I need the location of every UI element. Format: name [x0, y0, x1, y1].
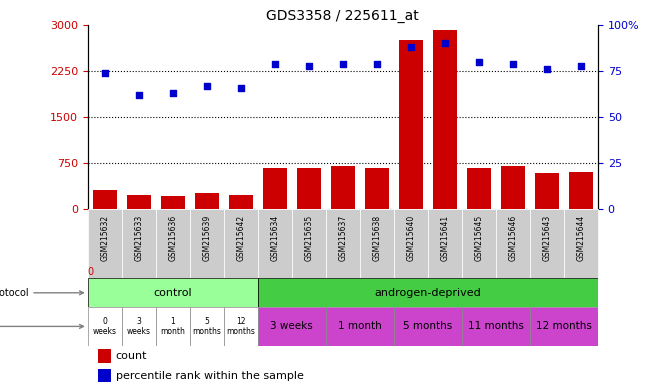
Point — [99, 70, 110, 76]
Bar — [462, 307, 530, 346]
Text: GSM215644: GSM215644 — [577, 215, 586, 261]
Bar — [399, 40, 422, 209]
Point — [541, 66, 552, 72]
Bar — [331, 166, 355, 209]
Text: growth protocol: growth protocol — [0, 288, 83, 298]
Text: 3
weeks: 3 weeks — [127, 317, 151, 336]
Point — [235, 84, 246, 91]
Bar — [122, 307, 156, 346]
Text: GSM215643: GSM215643 — [543, 215, 551, 261]
Point — [304, 63, 314, 69]
Bar — [394, 307, 462, 346]
Bar — [258, 307, 326, 346]
Text: count: count — [116, 351, 148, 361]
Bar — [224, 307, 258, 346]
Bar — [462, 209, 496, 278]
Text: 1
month: 1 month — [161, 317, 185, 336]
Bar — [98, 369, 110, 382]
Text: GSM215646: GSM215646 — [508, 215, 517, 261]
Bar — [156, 307, 190, 346]
Bar — [433, 30, 457, 209]
Bar — [93, 190, 116, 209]
Text: control: control — [153, 288, 192, 298]
Text: percentile rank within the sample: percentile rank within the sample — [116, 371, 304, 381]
Text: GSM215645: GSM215645 — [474, 215, 484, 261]
Text: time: time — [0, 321, 83, 331]
Bar — [326, 209, 360, 278]
Bar — [98, 349, 110, 363]
Bar — [297, 168, 320, 209]
Text: 0
weeks: 0 weeks — [93, 317, 117, 336]
Bar — [156, 209, 190, 278]
Bar — [530, 307, 598, 346]
Point — [338, 61, 348, 67]
Bar — [535, 173, 559, 209]
Text: GSM215642: GSM215642 — [237, 215, 245, 261]
Text: 5 months: 5 months — [403, 321, 452, 331]
Bar — [195, 193, 218, 209]
Bar — [229, 195, 253, 209]
Point — [508, 61, 518, 67]
Text: 12 months: 12 months — [536, 321, 592, 331]
Text: GSM215636: GSM215636 — [168, 215, 177, 261]
Text: 3 weeks: 3 weeks — [270, 321, 313, 331]
Bar — [530, 209, 564, 278]
Text: 0: 0 — [88, 267, 94, 277]
Bar — [161, 196, 185, 209]
Bar — [88, 278, 258, 307]
Point — [168, 90, 178, 96]
Text: GSM215635: GSM215635 — [304, 215, 313, 261]
Bar — [326, 307, 394, 346]
Bar — [127, 195, 151, 209]
Text: GSM215641: GSM215641 — [441, 215, 449, 261]
Bar — [365, 167, 389, 209]
Text: 12
months: 12 months — [226, 317, 255, 336]
Bar — [467, 167, 491, 209]
Text: GSM215639: GSM215639 — [202, 215, 211, 261]
Title: GDS3358 / 225611_at: GDS3358 / 225611_at — [266, 8, 419, 23]
Bar — [428, 209, 462, 278]
Bar — [360, 209, 394, 278]
Point — [372, 61, 382, 67]
Bar — [263, 167, 287, 209]
Text: GSM215640: GSM215640 — [406, 215, 415, 261]
Bar — [496, 209, 530, 278]
Text: GSM215633: GSM215633 — [135, 215, 143, 261]
Point — [406, 44, 416, 50]
Point — [474, 59, 484, 65]
Bar — [394, 209, 428, 278]
Point — [202, 83, 212, 89]
Point — [133, 92, 144, 98]
Bar — [224, 209, 258, 278]
Bar — [258, 209, 292, 278]
Point — [576, 63, 586, 69]
Bar — [190, 209, 224, 278]
Text: GSM215632: GSM215632 — [100, 215, 109, 261]
Bar — [88, 307, 122, 346]
Text: GSM215634: GSM215634 — [270, 215, 280, 261]
Bar — [501, 166, 525, 209]
Bar — [569, 172, 593, 209]
Bar — [292, 209, 326, 278]
Bar — [190, 307, 224, 346]
Bar — [122, 209, 156, 278]
Text: 1 month: 1 month — [338, 321, 382, 331]
Text: GSM215637: GSM215637 — [339, 215, 347, 261]
Text: 11 months: 11 months — [468, 321, 524, 331]
Bar — [564, 209, 598, 278]
Text: androgen-deprived: androgen-deprived — [374, 288, 481, 298]
Text: GSM215638: GSM215638 — [372, 215, 382, 261]
Bar — [88, 209, 122, 278]
Point — [439, 40, 450, 46]
Point — [270, 61, 280, 67]
Bar — [258, 278, 598, 307]
Text: 5
months: 5 months — [192, 317, 221, 336]
